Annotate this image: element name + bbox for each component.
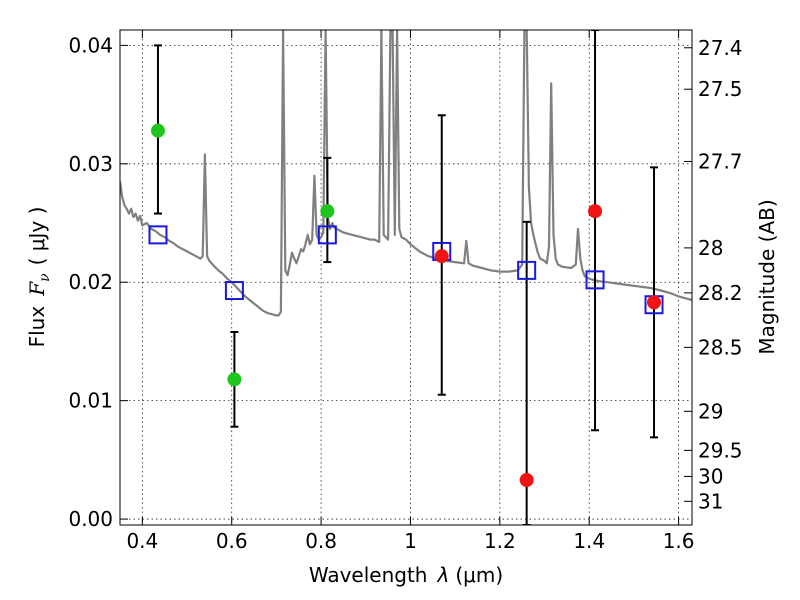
model-spectrum-group <box>120 30 692 317</box>
model-photometry-square <box>317 225 337 245</box>
y2-tick-label: 28.2 <box>698 281 743 305</box>
x-axis-label: Wavelength λ (μm) <box>309 563 503 587</box>
x-tick-label: 1.4 <box>573 529 605 553</box>
green-data-point <box>320 204 335 219</box>
green-data-point <box>150 123 165 138</box>
y-tick-label: 0.00 <box>68 507 113 531</box>
y2-tick-label: 27.7 <box>698 149 743 173</box>
red-data-point <box>519 473 534 487</box>
model-photometry-square <box>585 270 605 290</box>
model-photometry-square <box>517 260 537 280</box>
y-axis-label: FluxFν( μJy ) <box>25 207 53 348</box>
y2-tick-label: 29.5 <box>698 438 743 462</box>
grid-lines <box>120 30 692 525</box>
y2-axis-label: Magnitude (AB) <box>755 199 779 354</box>
y2-tick-label: 28 <box>698 236 723 260</box>
y2-tick-label: 27.5 <box>698 77 743 101</box>
x-tick-label: 1 <box>404 529 417 553</box>
x-tick-label: 0.6 <box>216 529 248 553</box>
tick-group: 0.4 0.6 0.8 1 1.2 1.4 1.6 0.00 0.01 0.02 0.03 0.04 2… <box>68 30 743 553</box>
y2-tick-label: 30 <box>698 464 723 488</box>
y-tick-label: 0.03 <box>68 152 113 176</box>
x-tick-label: 0.4 <box>126 529 158 553</box>
marker-group <box>148 123 664 487</box>
y-tick-label: 0.04 <box>68 33 113 57</box>
x-tick-label: 0.8 <box>305 529 337 553</box>
y2-tick-label: 28.5 <box>698 335 743 359</box>
y2-tick-label: 27.4 <box>698 36 743 60</box>
red-data-point <box>647 295 662 310</box>
y-tick-label: 0.01 <box>68 389 113 413</box>
x-tick-label: 1.2 <box>484 529 516 553</box>
y2-tick-label: 29 <box>698 399 723 423</box>
y-tick-label: 0.02 <box>68 270 113 294</box>
model-photometry-square <box>224 281 244 301</box>
model-photometry-square <box>148 225 168 245</box>
red-data-point <box>434 249 449 264</box>
green-data-point <box>227 372 242 387</box>
x-tick-label: 1.6 <box>663 529 695 553</box>
plot-frame <box>119 29 693 526</box>
model-spectrum-line <box>120 30 692 317</box>
red-data-point <box>588 204 603 219</box>
y2-tick-label: 31 <box>698 489 723 513</box>
